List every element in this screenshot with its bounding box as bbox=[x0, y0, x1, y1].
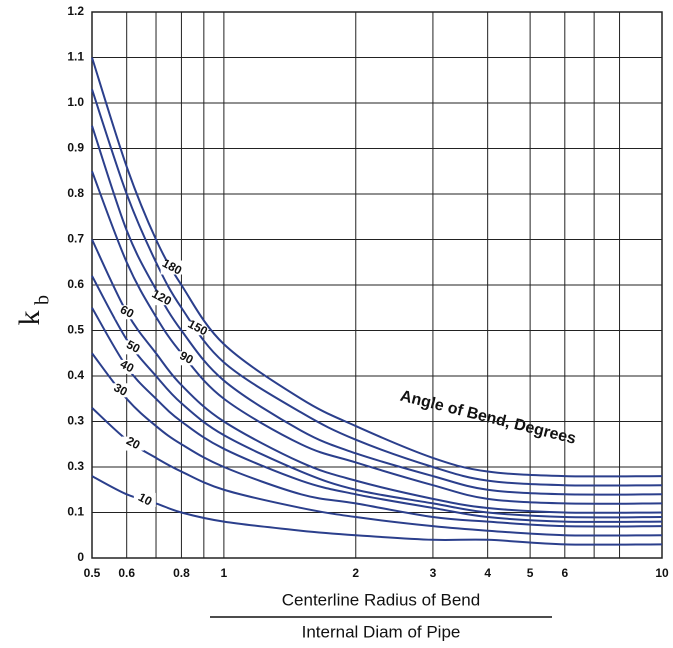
curve-label: 180 bbox=[160, 256, 185, 278]
x-tick-label: 10 bbox=[655, 566, 669, 580]
y-tick-label: 0.5 bbox=[67, 323, 84, 337]
y-tick-label: 1.2 bbox=[67, 4, 84, 18]
y-tick-label: 0.9 bbox=[67, 141, 84, 155]
curve-label-bg bbox=[133, 492, 156, 507]
curve-label: 30 bbox=[111, 380, 130, 399]
x-tick-label: 6 bbox=[561, 566, 568, 580]
curve bbox=[91, 239, 663, 514]
x-tick-label: 4 bbox=[484, 566, 491, 580]
plot-frame bbox=[91, 11, 663, 559]
curve-label: 50 bbox=[124, 337, 143, 356]
y-tick-label: 0.6 bbox=[67, 277, 84, 291]
x-tick-label: 1 bbox=[221, 566, 228, 580]
x-axis-label-numerator: Centerline Radius of Bend bbox=[282, 590, 480, 609]
curve bbox=[91, 407, 663, 537]
y-tick-label: 1.0 bbox=[67, 95, 84, 109]
curve bbox=[91, 307, 663, 523]
y-tick-label: 1.1 bbox=[67, 50, 84, 64]
y-tick-label: 0.8 bbox=[67, 186, 84, 200]
curve bbox=[91, 89, 663, 487]
curve bbox=[91, 57, 663, 478]
curve-label-bg bbox=[186, 321, 209, 336]
curve bbox=[91, 275, 663, 519]
curve-label-bg bbox=[160, 260, 183, 275]
curve-label-bg bbox=[115, 305, 138, 320]
curve bbox=[91, 125, 663, 496]
curve-label: 90 bbox=[177, 348, 196, 367]
x-tick-label: 0.5 bbox=[84, 566, 101, 580]
x-tick-label: 3 bbox=[430, 566, 437, 580]
x-tick-label: 2 bbox=[352, 566, 359, 580]
curve bbox=[91, 352, 663, 528]
x-tick-label: 0.8 bbox=[173, 566, 190, 580]
x-tick-label: 5 bbox=[527, 566, 534, 580]
curve-label: 60 bbox=[118, 302, 137, 321]
curve-label: 40 bbox=[118, 357, 137, 376]
curve-label-bg bbox=[121, 436, 144, 451]
y-tick-label: 0.3 bbox=[67, 414, 84, 428]
curve-label-bg bbox=[175, 351, 198, 366]
curve bbox=[91, 170, 663, 505]
curve-label-bg bbox=[109, 383, 132, 398]
curve-label: 20 bbox=[124, 434, 143, 453]
curve-label-bg bbox=[115, 359, 138, 374]
y-tick-label: 0.1 bbox=[67, 505, 84, 519]
curve-label: 10 bbox=[136, 490, 155, 509]
x-tick-label: 0.6 bbox=[118, 566, 135, 580]
y-tick-label: 0.3 bbox=[67, 459, 84, 473]
curve-label-bg bbox=[150, 291, 173, 306]
y-axis-label: k bbox=[13, 311, 46, 326]
y-tick-label: 0.4 bbox=[67, 368, 84, 382]
curve-label-bg bbox=[121, 340, 144, 355]
y-tick-label: 0 bbox=[77, 550, 84, 564]
y-axis-label-subscript: b bbox=[32, 295, 54, 305]
x-axis-label-denominator: Internal Diam of Pipe bbox=[302, 622, 461, 641]
y-tick-label: 0.7 bbox=[67, 232, 84, 246]
